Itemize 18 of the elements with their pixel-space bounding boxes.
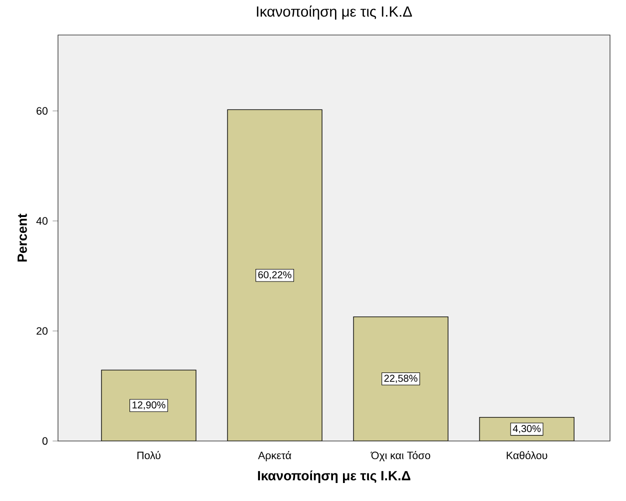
x-tick-label: Πολύ: [137, 451, 160, 460]
x-tick-label: Όχι και Τόσο: [370, 451, 430, 462]
bar: [101, 370, 196, 441]
x-tick-label: Καθόλου: [506, 451, 548, 460]
y-axis-title: Percent: [18, 214, 27, 262]
data-label: 4,30%: [512, 425, 541, 434]
y-tick-label: 40: [36, 217, 48, 225]
data-label: 12,90%: [132, 401, 166, 410]
x-tick-label: Αρκετά: [258, 451, 292, 462]
data-label: 60,22%: [258, 271, 292, 280]
data-label: 22,58%: [384, 374, 418, 384]
bar: [228, 110, 322, 441]
bar: [353, 316, 448, 441]
x-axis-title: Ικανοποίηση με τις Ι.Κ.Δ: [258, 470, 410, 484]
y-tick-label: 0: [42, 437, 48, 445]
y-tick-label: 60: [36, 107, 48, 115]
y-tick-label: 20: [36, 327, 48, 335]
chart-title: Ικανοποίηση με τις Ι.Κ.Δ: [256, 6, 412, 20]
